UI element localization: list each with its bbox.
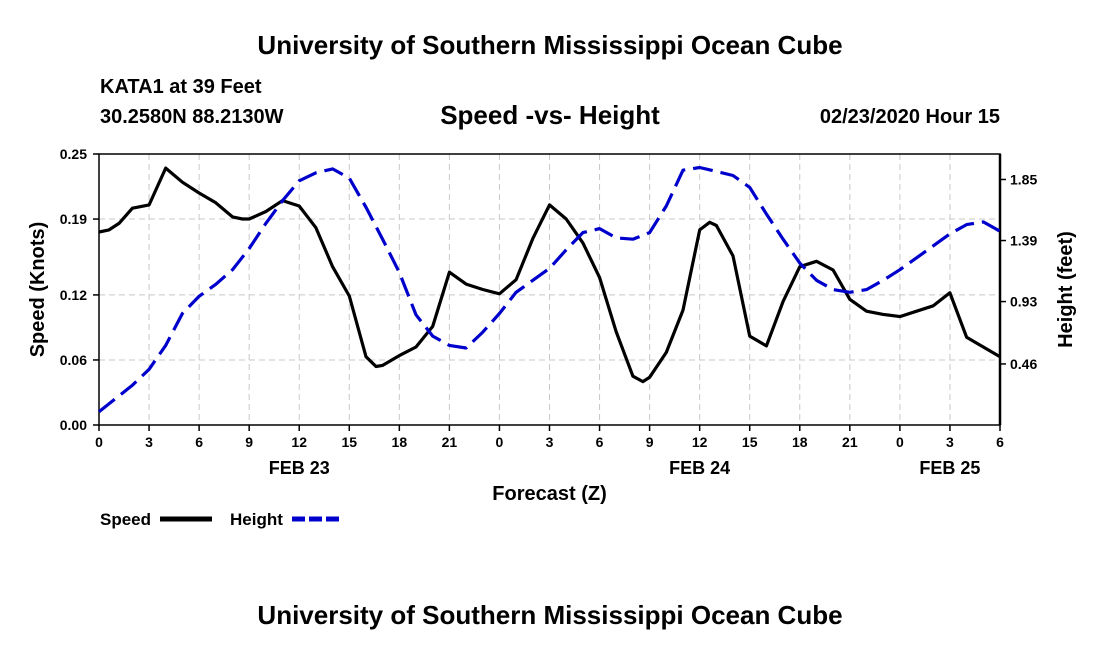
y2-tick-label: 0.46 <box>1010 356 1037 372</box>
date-label: FEB 23 <box>269 458 330 478</box>
y-tick-label: 0.12 <box>60 287 87 303</box>
x-tick-label: 6 <box>195 434 203 450</box>
y-tick-label: 0.19 <box>60 211 87 227</box>
y-tick-label: 0.25 <box>60 146 87 162</box>
x-tick-label: 12 <box>692 434 708 450</box>
station-label: KATA1 at 39 Feet <box>100 76 262 98</box>
y2-tick-label: 1.39 <box>1010 233 1037 249</box>
date-label: FEB 24 <box>669 458 730 478</box>
x-tick-label: 0 <box>496 434 504 450</box>
x-tick-label: 18 <box>392 434 408 450</box>
x-tick-label: 0 <box>95 434 103 450</box>
x-tick-label: 12 <box>291 434 307 450</box>
x-tick-label: 21 <box>442 434 458 450</box>
y2-tick-label: 1.85 <box>1010 171 1037 187</box>
x-tick-label: 3 <box>145 434 153 450</box>
station-coords: 30.2580N 88.2130W <box>100 106 284 128</box>
x-tick-label: 18 <box>792 434 808 450</box>
x-tick-label: 21 <box>842 434 858 450</box>
series-line-speed <box>98 166 1001 384</box>
chart-title: Speed -vs- Height <box>440 100 660 130</box>
x-tick-label: 15 <box>341 434 357 450</box>
x-tick-label: 6 <box>596 434 604 450</box>
x-tick-label: 6 <box>996 434 1004 450</box>
x-tick-label: 9 <box>245 434 253 450</box>
x-tick-label: 0 <box>896 434 904 450</box>
x-tick-label: 9 <box>646 434 654 450</box>
forecast-date: 02/23/2020 Hour 15 <box>819 106 1000 128</box>
date-label: FEB 25 <box>919 458 980 478</box>
page-title: University of Southern Mississippi Ocean… <box>257 30 843 60</box>
x-tick-label: 3 <box>946 434 954 450</box>
y2-tick-label: 0.93 <box>1010 294 1037 310</box>
y-tick-label: 0.06 <box>60 352 87 368</box>
y-axis-title-left: Speed (Knots) <box>27 222 49 358</box>
y-tick-label: 0.00 <box>60 417 87 433</box>
series-line-height <box>98 165 1001 413</box>
x-tick-label: 3 <box>546 434 554 450</box>
x-axis-title: Forecast (Z) <box>492 483 606 505</box>
legend-label-speed: Speed <box>100 510 151 529</box>
x-tick-label: 15 <box>742 434 758 450</box>
legend-label-height: Height <box>230 510 283 529</box>
y-axis-title-right: Height (feet) <box>1055 231 1077 348</box>
footer-title: University of Southern Mississippi Ocean… <box>257 600 843 630</box>
